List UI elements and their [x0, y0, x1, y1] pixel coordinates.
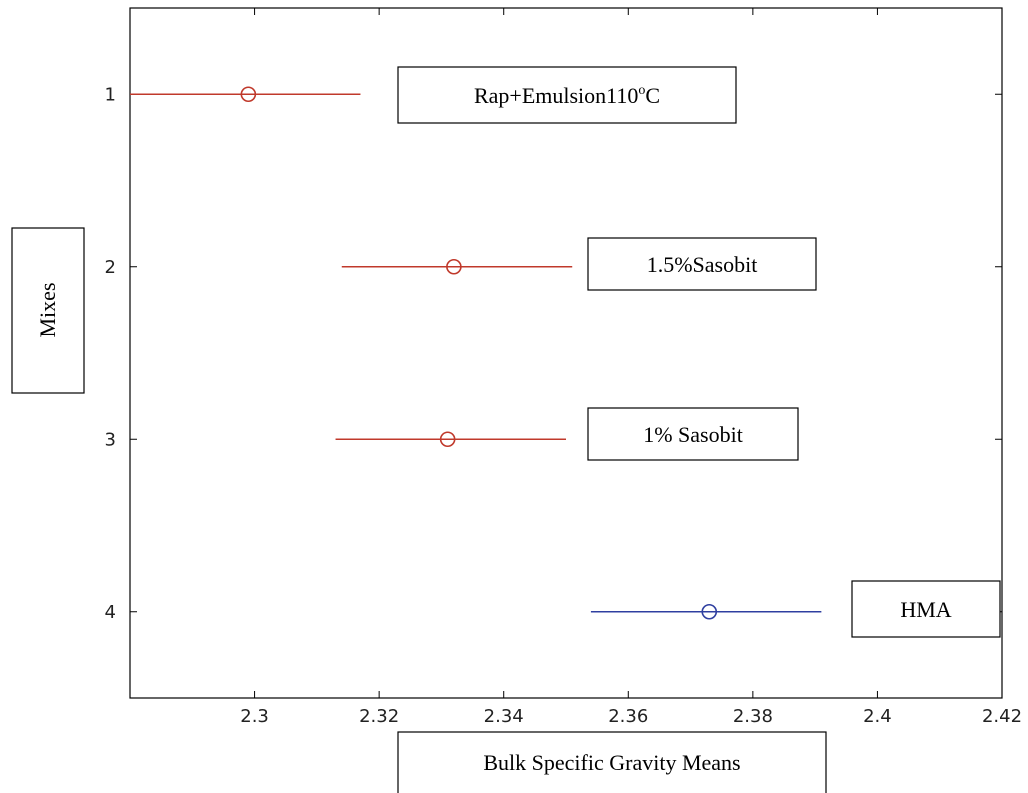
mix-2-series: 1.5%Sasobit: [341, 237, 817, 291]
x-axis-label-box: Bulk Specific Gravity Means: [397, 731, 827, 793]
x-axis-ticks: 2.3 2.32 2.34 2.36 2.38 2.4 2.42: [240, 8, 1022, 727]
mean-marker: [439, 431, 456, 448]
series-label-box: 1.5%Sasobit: [587, 237, 817, 291]
label-box-frame: [851, 580, 1001, 638]
series-label-box: Rap+Emulsion110oC: [397, 66, 737, 124]
label-box-frame: [397, 66, 737, 124]
series-label-text: Rap+Emulsion110: [474, 83, 638, 108]
y-tick-label: 2: [105, 257, 116, 278]
mix-1-series: Rap+Emulsion110oC: [130, 66, 737, 124]
x-tick-label: 2.42: [982, 706, 1022, 727]
x-tick-label: 2.32: [359, 706, 399, 727]
mean-marker: [701, 603, 718, 620]
mix-4-series: HMA: [590, 580, 1001, 638]
series-label: 1% Sasobit: [643, 422, 743, 447]
label-box-frame: [587, 237, 817, 291]
y-axis-label: Mixes: [35, 283, 60, 338]
series-label-text: HMA: [900, 597, 951, 622]
series-label: Rap+Emulsion110oC: [474, 83, 660, 108]
y-tick-label: 4: [105, 602, 116, 623]
mean-marker: [240, 86, 257, 103]
series-label: HMA: [900, 597, 951, 622]
series-label: 1.5%Sasobit: [647, 252, 758, 277]
mix-3-series: 1% Sasobit: [335, 407, 799, 461]
x-tick-label: 2.4: [863, 706, 892, 727]
label-box-frame: [587, 407, 799, 461]
series-label-box: 1% Sasobit: [587, 407, 799, 461]
series-label-text: 1% Sasobit: [643, 422, 743, 447]
mean-marker: [446, 258, 462, 275]
y-tick-label: 3: [105, 429, 116, 450]
x-tick-label: 2.38: [733, 706, 773, 727]
series-label-box: HMA: [851, 580, 1001, 638]
x-tick-label: 2.3: [240, 706, 269, 727]
x-tick-label: 2.36: [608, 706, 648, 727]
series-layer: Rap+Emulsion110oC 1.5%Sasobit 1% Sasobit HM…: [130, 66, 1001, 638]
series-label-text: 1.5%Sasobit: [647, 252, 758, 277]
x-axis-label: Bulk Specific Gravity Means: [483, 750, 740, 775]
y-axis-label-box: Mixes: [11, 227, 85, 394]
unit-suffix: C: [645, 83, 660, 108]
x-tick-label: 2.34: [484, 706, 524, 727]
y-tick-label: 1: [105, 84, 116, 105]
degree-superscript: o: [638, 83, 645, 98]
